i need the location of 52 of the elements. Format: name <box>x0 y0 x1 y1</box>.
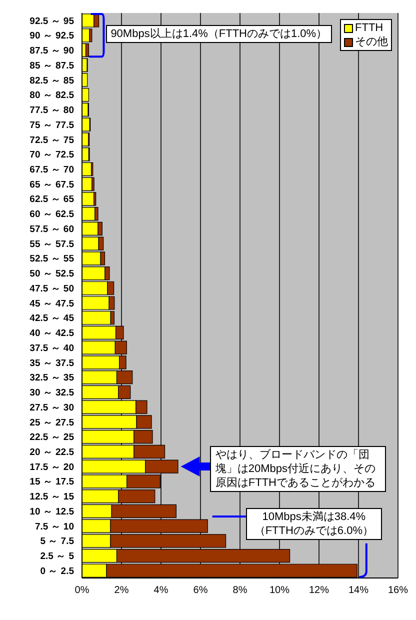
annotation: 90Mbps以上は1.4%（FTTHのみでは1.0%） <box>106 24 332 43</box>
y-tick-label: 30 ～ 32.5 <box>30 388 75 399</box>
x-tick-label: 16% <box>388 585 408 596</box>
y-tick-label: 42.5 ～ 45 <box>30 313 75 324</box>
y-tick-label: 20 ～ 22.5 <box>30 446 75 458</box>
y-tick-label: 40 ～ 42.5 <box>30 328 75 340</box>
y-tick-label: 45 ～ 47.5 <box>30 298 75 310</box>
x-tick-label: 2% <box>114 585 129 596</box>
y-tick-label: 80 ～ 82.5 <box>30 90 75 102</box>
y-tick-label: 90 ～ 92.5 <box>30 30 75 42</box>
y-tick-label: 7.5 ～ 10 <box>34 521 74 532</box>
x-tick-label: 4% <box>154 585 168 596</box>
y-tick-label: 55 ～ 57.5 <box>30 238 75 250</box>
y-tick-label: 52.5 ～ 55 <box>30 254 75 265</box>
y-tick-label: 35 ～ 37.5 <box>30 358 75 369</box>
y-tick-label: 67.5 ～ 70 <box>30 164 74 176</box>
y-tick-label: 5 ～ 7.5 <box>40 536 75 548</box>
y-tick-label: 12.5 ～ 15 <box>30 492 75 503</box>
y-tick-label: 92.5 ～ 95 <box>30 16 75 27</box>
y-tick-label: 75 ～ 77.5 <box>30 120 75 131</box>
y-tick-label: 72.5 ～ 75 <box>30 134 75 146</box>
y-tick-label: 47.5 ～ 50 <box>30 283 74 294</box>
x-tick-label: 14% <box>348 585 369 596</box>
x-tick-label: 6% <box>193 585 208 596</box>
annotation: 10Mbps未満は38.4%（FTTHのみでは6.0%） <box>246 508 382 540</box>
y-tick-label: 37.5 ～ 40 <box>30 342 74 354</box>
y-tick-label: 57.5 ～ 60 <box>30 224 74 235</box>
y-tick-label: 62.5 ～ 65 <box>30 194 75 206</box>
y-tick-label: 70 ～ 72.5 <box>30 150 75 161</box>
x-tick-label: 12% <box>308 585 330 596</box>
legend-label: FTTH <box>355 21 384 35</box>
y-tick-label: 50 ～ 52.5 <box>30 268 75 280</box>
y-tick-label: 82.5 ～ 85 <box>30 75 75 86</box>
y-tick-label: 32.5 ～ 35 <box>30 372 75 384</box>
x-tick-label: 0% <box>74 585 90 596</box>
y-tick-label: 87.5 ～ 90 <box>30 46 74 57</box>
y-tick-label: 65 ～ 67.5 <box>30 179 75 190</box>
y-tick-label: 2.5 ～ 5 <box>40 551 75 562</box>
y-tick-label: 17.5 ～ 20 <box>30 462 74 473</box>
y-tick-label: 77.5 ～ 80 <box>30 105 74 116</box>
y-tick-label: 25 ～ 27.5 <box>30 417 75 428</box>
y-tick-label: 27.5 ～ 30 <box>30 402 74 414</box>
y-tick-label: 10 ～ 12.5 <box>30 506 75 518</box>
legend-label: その他 <box>355 35 388 49</box>
y-tick-label: 85 ～ 87.5 <box>30 60 75 72</box>
y-tick-label: 60 ～ 62.5 <box>30 209 75 220</box>
y-tick-label: 0 ～ 2.5 <box>40 566 75 577</box>
y-tick-label: 22.5 ～ 25 <box>30 432 75 444</box>
x-tick-label: 10% <box>269 585 290 596</box>
y-tick-label: 15 ～ 17.5 <box>30 476 75 488</box>
x-tick-label: 8% <box>232 585 248 596</box>
annotation: やはり、ブロードバンドの「団塊」は20Mbps付近にあり、その原因はFTTHであることがわかる <box>210 446 386 492</box>
